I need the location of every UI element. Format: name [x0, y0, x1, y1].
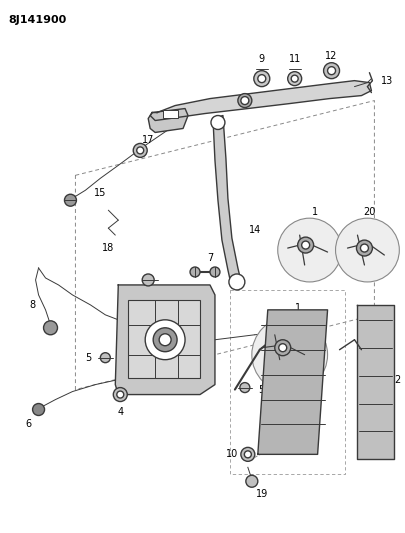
Circle shape: [113, 387, 127, 401]
Circle shape: [211, 116, 225, 130]
Circle shape: [244, 451, 252, 458]
Circle shape: [44, 321, 58, 335]
Text: 11: 11: [288, 54, 301, 64]
Circle shape: [241, 96, 249, 104]
Text: 3: 3: [356, 325, 362, 335]
Polygon shape: [358, 305, 394, 459]
Text: 1: 1: [311, 207, 318, 217]
Circle shape: [328, 67, 335, 75]
Circle shape: [298, 237, 313, 253]
Text: 16: 16: [142, 290, 154, 300]
Circle shape: [229, 274, 245, 290]
Circle shape: [356, 240, 373, 256]
Polygon shape: [115, 285, 215, 394]
Circle shape: [291, 75, 298, 82]
Text: 13: 13: [381, 76, 394, 86]
Text: 18: 18: [102, 243, 115, 253]
Text: 12: 12: [325, 51, 338, 61]
Text: 19: 19: [256, 489, 268, 499]
Circle shape: [64, 194, 77, 206]
Text: 6: 6: [26, 419, 32, 430]
Circle shape: [137, 147, 144, 154]
Polygon shape: [150, 80, 371, 120]
Text: 17: 17: [142, 135, 154, 146]
Circle shape: [279, 344, 287, 352]
Circle shape: [278, 218, 341, 282]
Circle shape: [117, 391, 124, 398]
Circle shape: [142, 274, 154, 286]
Circle shape: [32, 403, 45, 416]
Circle shape: [288, 71, 302, 86]
Text: 8J141900: 8J141900: [9, 15, 67, 25]
Circle shape: [324, 63, 339, 79]
Circle shape: [238, 94, 252, 108]
Text: 4: 4: [117, 407, 124, 416]
FancyBboxPatch shape: [128, 300, 200, 377]
Text: 15: 15: [94, 188, 107, 198]
Circle shape: [145, 320, 185, 360]
Circle shape: [258, 75, 266, 83]
Polygon shape: [213, 116, 242, 288]
Circle shape: [153, 328, 177, 352]
Circle shape: [246, 475, 258, 487]
Text: 9: 9: [259, 54, 265, 64]
Circle shape: [133, 143, 147, 157]
Circle shape: [100, 353, 110, 362]
Circle shape: [254, 71, 270, 87]
Circle shape: [302, 241, 310, 249]
Circle shape: [241, 447, 255, 462]
Circle shape: [335, 218, 399, 282]
Text: 10: 10: [226, 449, 238, 459]
Polygon shape: [258, 310, 328, 454]
Text: 1: 1: [294, 303, 301, 313]
FancyBboxPatch shape: [163, 110, 178, 117]
Text: 5: 5: [259, 385, 265, 394]
Text: 7: 7: [207, 253, 213, 263]
Circle shape: [159, 334, 171, 346]
Circle shape: [190, 267, 200, 277]
Text: 5: 5: [85, 353, 92, 362]
Circle shape: [210, 267, 220, 277]
Circle shape: [252, 317, 328, 393]
Polygon shape: [148, 109, 188, 133]
Text: 2: 2: [394, 375, 401, 385]
Text: 14: 14: [249, 225, 261, 235]
Text: 20: 20: [363, 207, 375, 217]
Circle shape: [240, 383, 250, 393]
Circle shape: [360, 244, 369, 252]
Text: 8: 8: [30, 300, 36, 310]
Circle shape: [275, 340, 291, 356]
